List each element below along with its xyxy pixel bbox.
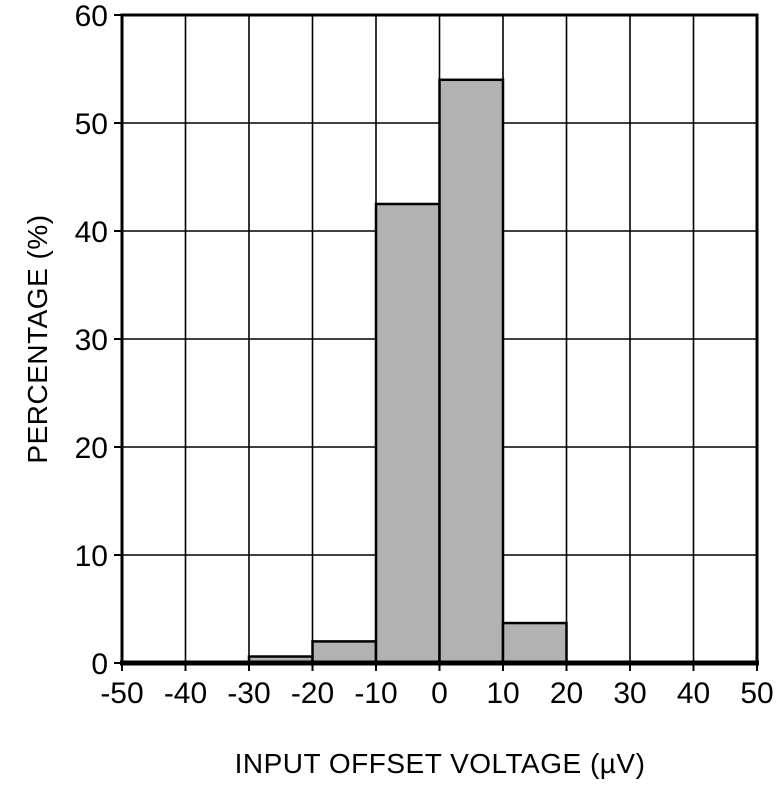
y-tick-label: 40 <box>75 216 108 249</box>
x-tick-label: 20 <box>550 677 583 710</box>
x-axis-title: INPUT OFFSET VOLTAGE (µV) <box>234 748 646 779</box>
y-tick-label: 0 <box>91 648 108 681</box>
histogram-bar <box>311 640 378 665</box>
y-tick-label: 20 <box>75 432 108 465</box>
x-tick-label: 50 <box>740 677 773 710</box>
histogram-bar <box>501 621 568 665</box>
y-tick-label: 50 <box>75 108 108 141</box>
x-tick-label: 30 <box>613 677 646 710</box>
x-tick-label: -50 <box>100 677 143 710</box>
y-tick-label: 30 <box>75 324 108 357</box>
x-tick-label: -10 <box>354 677 397 710</box>
x-tick-label: 40 <box>677 677 710 710</box>
x-tick-label: -40 <box>164 677 207 710</box>
y-axis-title: PERCENTAGE (%) <box>22 214 53 464</box>
y-tick-label: 10 <box>75 540 108 573</box>
x-tick-label: 10 <box>486 677 519 710</box>
histogram-bar <box>438 78 505 665</box>
x-tick-label: 0 <box>431 677 448 710</box>
histogram-bar <box>374 202 441 665</box>
x-tick-label: -20 <box>291 677 334 710</box>
x-tick-label: -30 <box>227 677 270 710</box>
y-tick-label: 60 <box>75 0 108 33</box>
